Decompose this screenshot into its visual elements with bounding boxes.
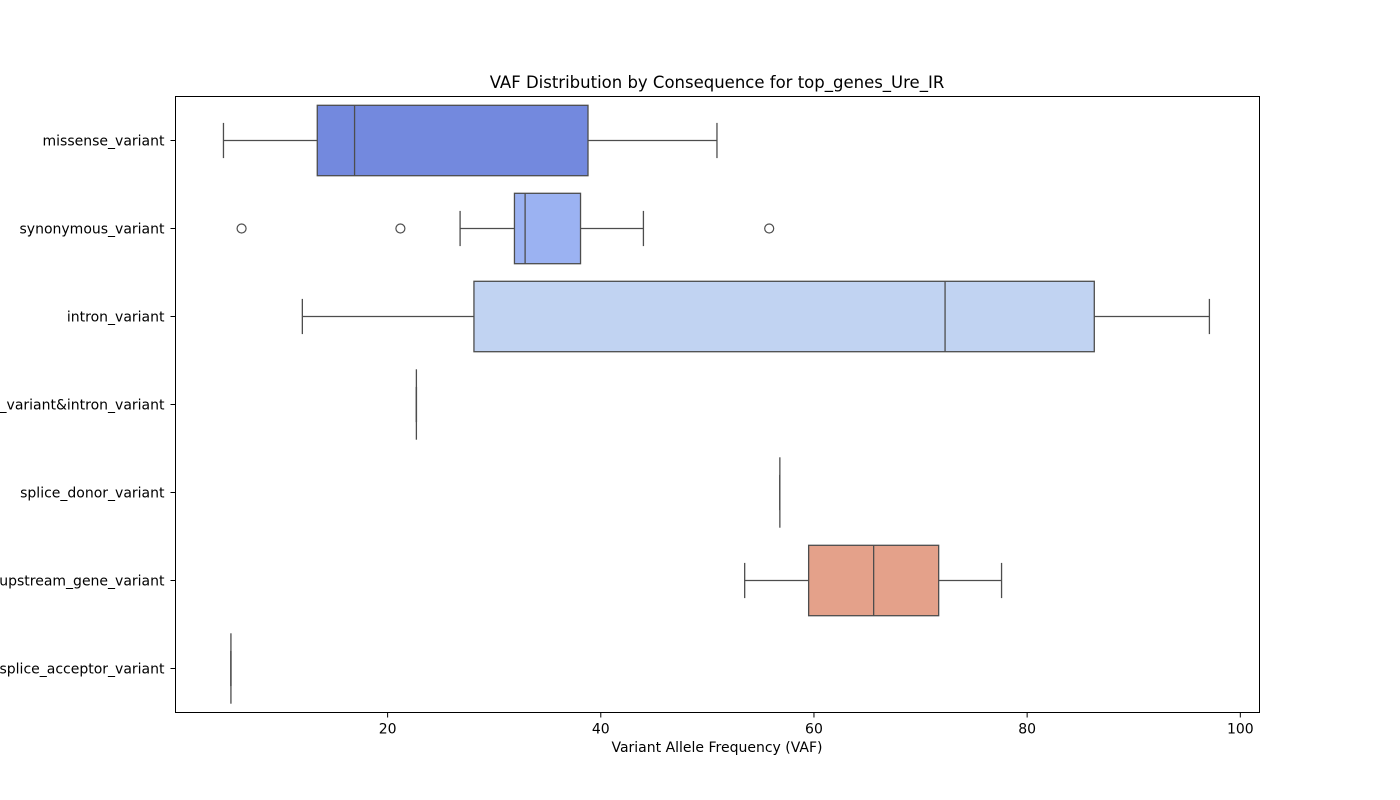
- boxes-layer: [222, 104, 1211, 704]
- x-tick-label: 40: [592, 722, 610, 738]
- plot-frame: [175, 96, 1260, 713]
- outlier-point: [395, 223, 406, 234]
- y-tick-label: upstream_gene_variant: [0, 574, 165, 590]
- y-tick-label: intron_variant: [67, 310, 165, 326]
- iqr-box: [316, 104, 589, 177]
- x-axis-label: Variant Allele Frequency (VAF): [611, 740, 822, 756]
- box-group: [301, 280, 1211, 353]
- box-group: [744, 544, 1003, 617]
- box-group: [222, 104, 718, 177]
- x-tick-label: 80: [1018, 722, 1036, 738]
- y-tick-label: splice_donor_variant: [20, 486, 165, 502]
- x-tick-label: 100: [1227, 722, 1254, 738]
- y-tick-label: synonymous_variant: [20, 222, 166, 238]
- box-group: [236, 192, 775, 265]
- ticks-layer: 20 40 60 80 100 missense_variant synonymous_va…: [0, 134, 1254, 738]
- x-tick-label: 60: [805, 722, 823, 738]
- chart-title: VAF Distribution by Consequence for top_…: [490, 73, 945, 93]
- y-tick-label: splice_acceptor_variant: [0, 662, 165, 678]
- outlier-point: [764, 223, 775, 234]
- iqr-box: [473, 280, 1095, 353]
- x-tick-label: 20: [379, 722, 397, 738]
- y-tick-label: missense_variant: [43, 134, 165, 150]
- iqr-box: [513, 192, 582, 265]
- y-tick-label: splice_region_variant&intron_variant: [0, 398, 165, 414]
- outlier-point: [236, 223, 247, 234]
